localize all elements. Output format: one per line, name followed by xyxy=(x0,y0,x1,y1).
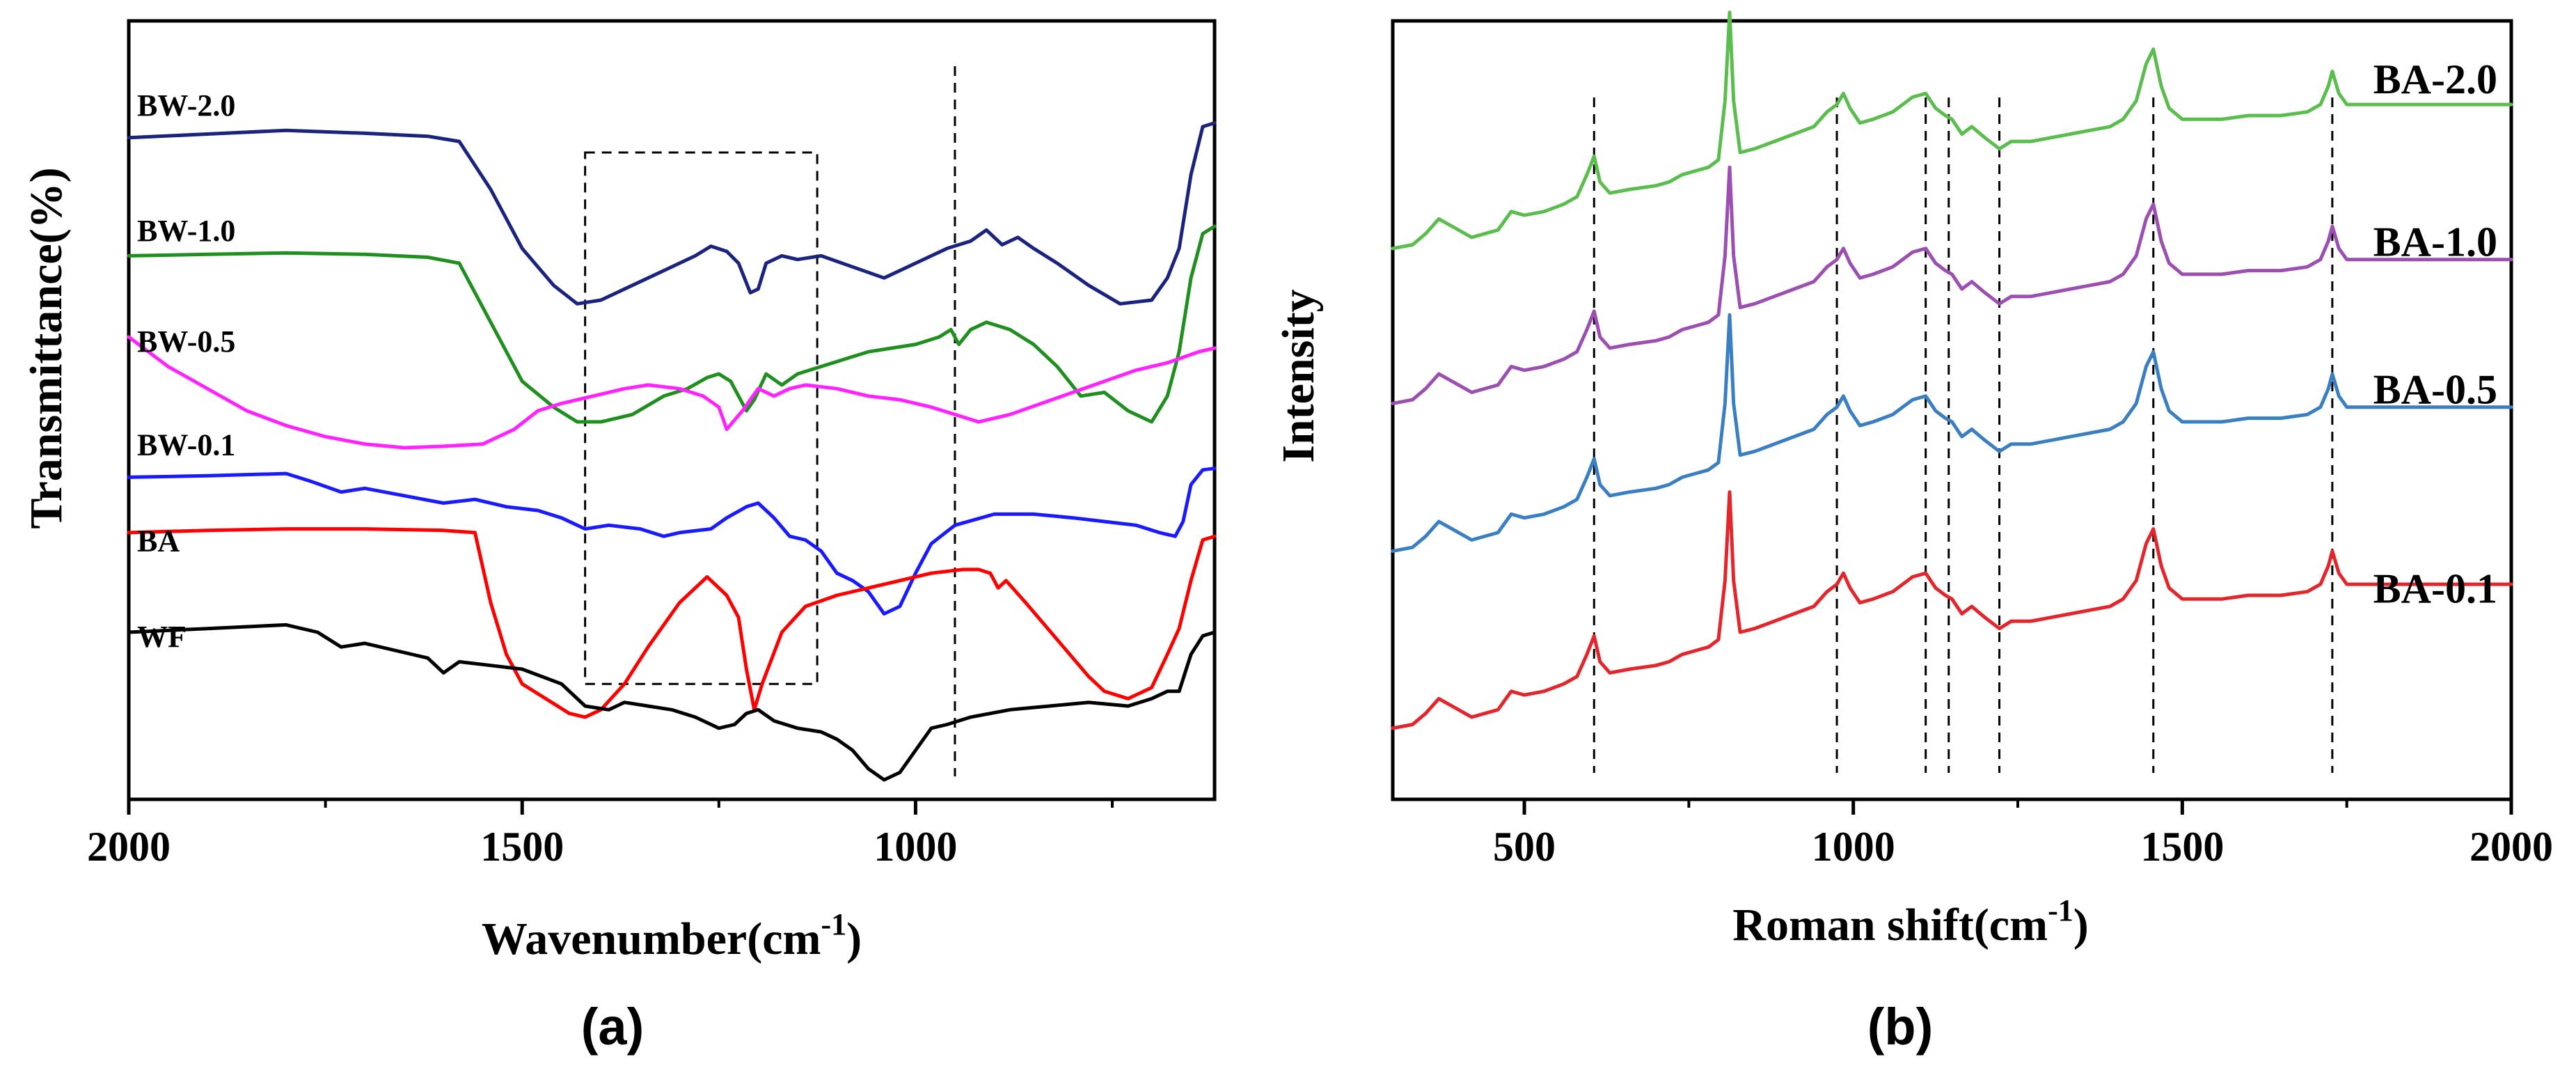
b-series-label: BA-0.1 xyxy=(2373,566,2497,612)
panel-b-series-labels: BA-2.0 BA-1.0 BA-0.5 BA-0.1 xyxy=(2373,56,2497,611)
b-tick-label: 1000 xyxy=(1812,824,1895,870)
panel-b-label: (b) xyxy=(1867,998,1934,1056)
a-series-label: BW-0.1 xyxy=(137,428,235,462)
b-series-label: BA-0.5 xyxy=(2373,366,2497,412)
a-series-line-bw-0-1 xyxy=(127,467,1217,616)
panel-b-y-axis-label: Intensity xyxy=(1273,289,1324,462)
a-series-label: BA xyxy=(137,524,180,558)
panel-b-series xyxy=(1391,10,2513,730)
panel-b-x-axis-label: Roman shift(cm-1) xyxy=(1732,893,2088,950)
a-series-label: BW-1.0 xyxy=(137,214,235,248)
panel-a-reference-lines xyxy=(584,66,956,776)
a-tick-label: 2000 xyxy=(87,824,171,870)
a-series-label: BW-2.0 xyxy=(137,88,235,123)
a-series-line-ba xyxy=(127,527,1217,719)
a-series-line-bw-2-0 xyxy=(127,121,1217,306)
b-series-line-ba-1-0 xyxy=(1391,165,2513,405)
panel-a-ftir: 2000 1500 1000 BW-2.0 BW-1.0 BW-0.5 BW-0.1 BA W… xyxy=(21,19,1217,1056)
panel-b-plot-frame xyxy=(1391,19,2513,801)
b-series-label: BA-2.0 xyxy=(2373,56,2497,102)
a-tick-label: 1000 xyxy=(874,824,957,870)
panel-b-reference-lines xyxy=(1593,97,2334,773)
b-series-line-ba-2-0 xyxy=(1391,10,2513,251)
a-series-label: BW-0.5 xyxy=(137,324,235,359)
b-tick-label: 2000 xyxy=(2470,824,2553,870)
b-tick-label: 1500 xyxy=(2140,824,2224,870)
panel-b-x-ticks: 500 1000 1500 2000 xyxy=(1493,799,2553,870)
panel-a-plot-frame xyxy=(127,19,1217,801)
a-series-line-bw-1-0 xyxy=(127,224,1217,424)
panel-a-series-labels: BW-2.0 BW-1.0 BW-0.5 BW-0.1 BA WF xyxy=(137,88,235,654)
panel-a-y-axis-label: Transmittance(%) xyxy=(21,167,72,528)
panel-b-raman: 500 1000 1500 2000 BA-2.0 BA-1.0 BA-0.5 BA-0.1… xyxy=(1273,10,2553,1056)
b-series-line-ba-0-1 xyxy=(1391,490,2513,730)
a-series-line-bw-0-5 xyxy=(127,335,1217,450)
b-tick-label: 500 xyxy=(1493,824,1556,870)
panel-a-x-ticks: 2000 1500 1000 xyxy=(87,799,1114,870)
panel-a-label: (a) xyxy=(581,998,644,1056)
a-dashed-box xyxy=(584,151,819,685)
panel-a-series xyxy=(127,121,1217,782)
b-series-label: BA-1.0 xyxy=(2373,219,2497,265)
b-series-line-ba-0-5 xyxy=(1391,313,2513,553)
panel-a-x-axis-label: Wavenumber(cm-1) xyxy=(482,907,862,964)
a-series-line-wf xyxy=(127,622,1217,782)
a-tick-label: 1500 xyxy=(480,824,564,870)
a-series-label: WF xyxy=(137,620,187,654)
